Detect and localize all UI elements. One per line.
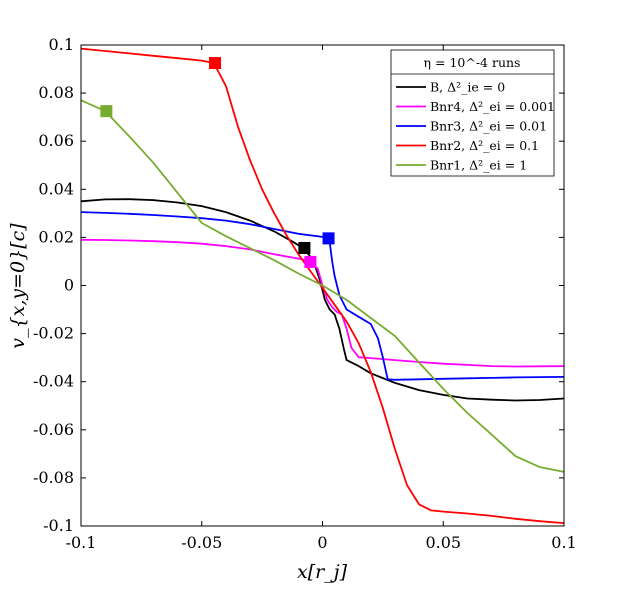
series-marker-4 bbox=[209, 57, 222, 70]
legend: η = 10^-4 runs B, Δ²_ie = 0 Bnr4, Δ²_ei =… bbox=[390, 49, 555, 177]
legend-title: η = 10^-4 runs bbox=[424, 55, 521, 70]
x-axis-title: x[r_j] bbox=[297, 561, 348, 583]
y-axis-title: v_{x,y=0}[c] bbox=[7, 223, 29, 349]
y-tick-label: -0.1 bbox=[43, 516, 74, 535]
x-tick-label: -0.05 bbox=[181, 533, 222, 552]
y-tick-label: 0.04 bbox=[38, 179, 74, 198]
y-tick-label: 0.08 bbox=[38, 83, 74, 102]
y-tick-label: 0.1 bbox=[49, 35, 74, 54]
series-line-5 bbox=[80, 99, 565, 473]
y-tick-label: 0.02 bbox=[38, 227, 74, 246]
tick-layer: -0.1 -0.05 0 0.05 0.1 0.1 0.08 0.06 0.04 0.02 0 -0.… bbox=[33, 35, 577, 552]
y-tick-label: -0.04 bbox=[33, 372, 74, 391]
series-line-4 bbox=[80, 47, 565, 524]
series-line-1 bbox=[80, 198, 565, 402]
series-layer bbox=[80, 47, 565, 524]
y-tick-label: -0.08 bbox=[33, 468, 74, 487]
legend-box bbox=[390, 49, 555, 177]
y-tick-label: 0.06 bbox=[38, 131, 74, 150]
y-tick-label: -0.06 bbox=[33, 420, 74, 439]
marker-layer bbox=[100, 57, 335, 268]
series-marker-1 bbox=[298, 241, 311, 254]
x-tick-label: 0.1 bbox=[551, 533, 576, 552]
series-marker-2 bbox=[304, 255, 317, 268]
y-tick-label: -0.02 bbox=[33, 324, 74, 343]
legend-entries: B, Δ²_ie = 0 Bnr4, Δ²_ei = 0.001 Bnr3, Δ²_… bbox=[396, 80, 555, 173]
x-tick-label: -0.1 bbox=[66, 533, 97, 552]
legend-label-2: Bnr4, Δ²_ei = 0.001 bbox=[430, 99, 555, 114]
legend-label-4: Bnr2, Δ²_ei = 0.1 bbox=[430, 138, 539, 153]
series-marker-5 bbox=[100, 105, 113, 118]
y-tick-label: 0 bbox=[64, 276, 74, 295]
series-marker-3 bbox=[322, 232, 335, 245]
legend-label-3: Bnr3, Δ²_ei = 0.01 bbox=[430, 119, 547, 134]
x-tick-label: 0 bbox=[317, 533, 327, 552]
x-tick-label: 0.05 bbox=[425, 533, 461, 552]
series-line-2 bbox=[80, 238, 565, 368]
legend-label-5: Bnr1, Δ²_ei = 1 bbox=[430, 158, 527, 173]
legend-label-1: B, Δ²_ie = 0 bbox=[430, 80, 505, 95]
